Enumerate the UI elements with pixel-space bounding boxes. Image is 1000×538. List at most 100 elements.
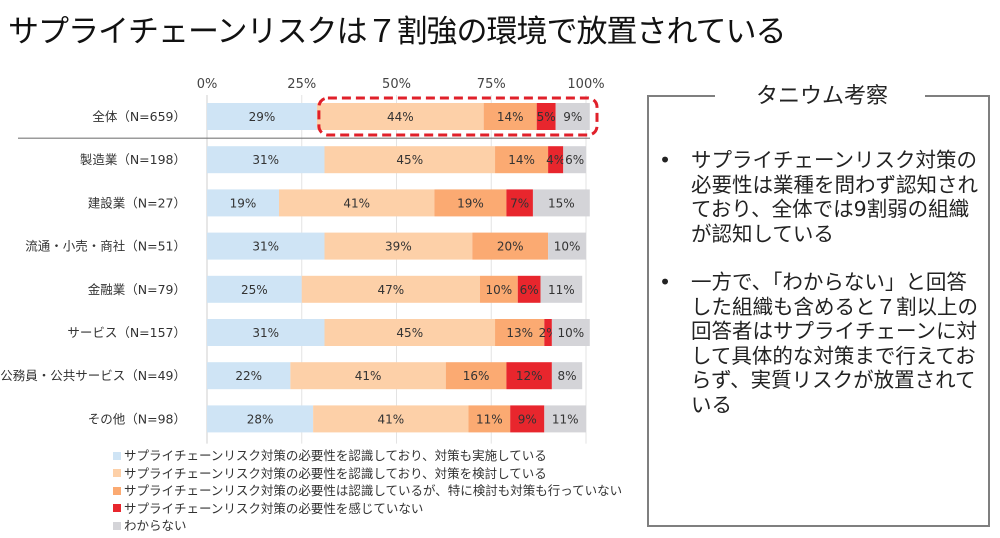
bar-segment — [532, 189, 590, 217]
data-label: 10% — [485, 283, 512, 297]
category-label: その他（N=98） — [88, 411, 186, 426]
data-label: 19% — [457, 196, 484, 210]
legend-swatch-icon — [113, 486, 121, 495]
bar-segment — [555, 103, 590, 130]
bar-segment — [324, 319, 496, 346]
data-label: 8% — [558, 369, 577, 383]
bar-segment — [207, 405, 314, 433]
data-label: 11% — [548, 283, 575, 297]
bar-segment — [510, 405, 545, 433]
bar-segment — [468, 405, 511, 433]
legend-label: サプライチェーンリスク対策の必要性は認識しているが、特に検討も対策も行っていない — [124, 483, 623, 498]
data-label: 14% — [497, 110, 524, 124]
data-label: 39% — [385, 240, 412, 254]
bar-segment — [313, 405, 469, 433]
bullet-icon: • — [658, 270, 672, 294]
bar-segment — [316, 103, 484, 130]
data-label: 13% — [506, 326, 533, 340]
bar-segment — [207, 146, 325, 174]
bar-segment — [495, 146, 549, 174]
data-label: 15% — [548, 196, 575, 210]
bar-segment — [548, 232, 586, 260]
bullet-icon: • — [658, 148, 672, 172]
legend-swatch-icon — [113, 451, 121, 460]
bar-segment — [472, 232, 549, 260]
data-label: 10% — [558, 326, 585, 340]
insight-list: • サプライチェーンリスク対策の必要性は業種を問わず認知されており、全体では9割… — [655, 148, 985, 441]
insight-item: • 一方で、「わからない」と回答した組織も含めると７割以上の回答者はサプライチェ… — [655, 270, 985, 417]
data-label: 6% — [565, 153, 584, 167]
bar-segment — [483, 103, 537, 130]
legend-label: サプライチェーンリスク対策の必要性を認識しており、対策も実施している — [124, 448, 547, 463]
category-label: 金融業（N=79） — [88, 282, 186, 297]
data-label: 22% — [235, 369, 262, 383]
page-title: サプライチェーンリスクは７割強の環境で放置されている — [8, 14, 787, 50]
legend-item: サプライチェーンリスク対策の必要性は認識しているが、特に検討も対策も行っていない — [113, 482, 622, 500]
bar-segment — [301, 275, 480, 303]
data-label: 20% — [497, 240, 524, 254]
chart-legend: サプライチェーンリスク対策の必要性を認識しており、対策も実施している サプライチェ… — [113, 447, 622, 535]
data-label: 41% — [355, 369, 382, 383]
data-label: 9% — [563, 110, 582, 124]
legend-label: サプライチェーンリスク対策の必要性を感じていない — [124, 500, 424, 516]
data-label: 6% — [520, 283, 539, 297]
legend-swatch-icon — [113, 504, 121, 513]
insight-text: サプライチェーンリスク対策の必要性は業種を問わず認知されており、全体では9割弱の… — [691, 148, 978, 246]
insight-item: • サプライチェーンリスク対策の必要性は業種を問わず認知されており、全体では9割… — [655, 148, 985, 246]
data-label: 16% — [463, 369, 490, 383]
data-label: 12% — [516, 369, 543, 383]
bar-segment — [540, 275, 583, 303]
bar-segment — [207, 319, 325, 346]
bar-segment — [506, 362, 552, 390]
data-label: 28% — [247, 412, 274, 426]
data-label: 25% — [241, 283, 268, 297]
x-tick-label: 75% — [477, 77, 506, 92]
data-label: 9% — [518, 412, 537, 426]
data-label: 31% — [252, 153, 279, 167]
data-label: 31% — [252, 240, 279, 254]
legend-swatch-icon — [113, 469, 121, 478]
category-label: 製造業（N=198） — [80, 152, 186, 167]
x-tick-label: 50% — [382, 77, 411, 92]
bar-segment — [506, 189, 533, 217]
data-label: 31% — [252, 326, 279, 340]
bar-segment — [517, 275, 541, 303]
data-label: 11% — [552, 412, 579, 426]
bar-segment — [207, 103, 317, 130]
bar-segment — [279, 189, 435, 217]
data-label: 45% — [396, 153, 423, 167]
x-tick-label: 25% — [287, 77, 316, 92]
bar-segment — [551, 319, 590, 346]
bar-segment — [324, 232, 473, 260]
bar-segment — [551, 362, 583, 390]
bar-segment — [544, 405, 586, 433]
data-label: 11% — [476, 412, 503, 426]
legend-item: わからない — [113, 517, 622, 535]
data-label: 14% — [508, 153, 535, 167]
category-label: 全体（N=659） — [92, 109, 186, 124]
category-label: 流通・小売・商社（N=51） — [25, 239, 186, 254]
data-label: 19% — [230, 196, 257, 210]
bar-segment — [434, 189, 507, 217]
data-label: 44% — [387, 110, 414, 124]
category-label: 建設業（N=27） — [88, 195, 186, 210]
bar-segment — [207, 362, 291, 390]
bar-segment — [290, 362, 446, 390]
panel-title: タニウム考察 — [755, 84, 888, 109]
bar-segment — [495, 319, 545, 346]
category-label: サービス（N=157） — [67, 325, 186, 340]
legend-item: サプライチェーンリスク対策の必要性を認識しており、対策も実施している — [113, 447, 622, 465]
data-label: 7% — [510, 196, 529, 210]
data-label: 41% — [343, 196, 370, 210]
data-label: 10% — [554, 240, 581, 254]
legend-item: サプライチェーンリスク対策の必要性を認識しており、対策を検討している — [113, 465, 622, 483]
data-label: 5% — [537, 110, 556, 124]
insight-text: 一方で、「わからない」と回答した組織も含めると７割以上の回答者はサプライチェーン… — [691, 270, 978, 417]
data-label: 45% — [396, 326, 423, 340]
legend-item: サプライチェーンリスク対策の必要性を感じていない — [113, 500, 622, 518]
highlight-box — [317, 96, 599, 137]
bar-segment — [207, 275, 302, 303]
bar-segment — [324, 146, 496, 174]
stacked-bar-chart: 0% 25% 50% 75% 100% 全体（N=659） 29% 44% 14% 5% 9% 製造業… — [0, 77, 605, 444]
panel-border-left-segment — [647, 95, 715, 97]
